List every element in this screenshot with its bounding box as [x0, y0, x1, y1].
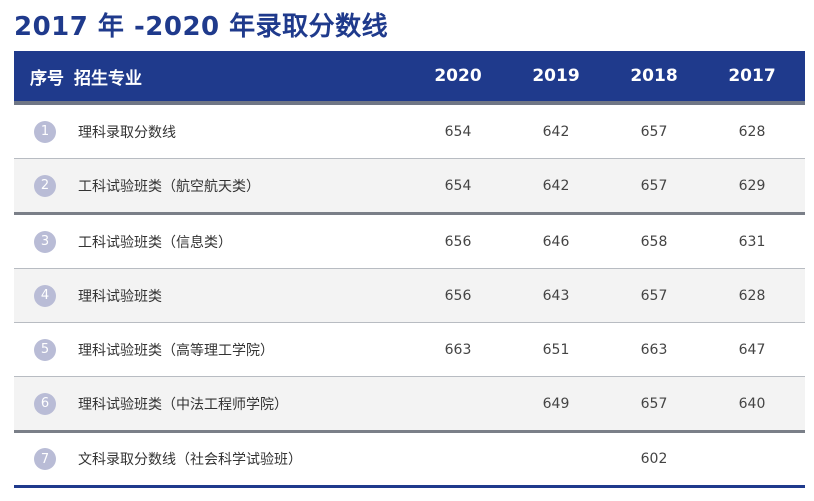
- row-index-badge: 2: [34, 174, 56, 197]
- row-major-name: 工科试验班类（信息类）: [78, 234, 232, 251]
- header-main: 序号 招生专业: [14, 64, 409, 89]
- table-header: 序号 招生专业 2020 2019 2018 2017: [14, 51, 805, 105]
- score-2017: 647: [738, 341, 766, 358]
- row-major-name: 理科试验班类（中法工程师学院）: [78, 396, 288, 413]
- row-index-badge: 5: [34, 338, 56, 361]
- row-main-cell: 6 理科试验班类（中法工程师学院）: [14, 392, 409, 415]
- score-2018: 663: [640, 341, 668, 358]
- header-year-2020: 2020: [434, 66, 482, 86]
- score-2017: 628: [738, 123, 766, 140]
- score-2018: 658: [640, 233, 668, 250]
- header-year-2017: 2017: [728, 66, 776, 86]
- score-2020: 656: [444, 233, 472, 250]
- table-row: 1 理科录取分数线 654 642 657 628: [14, 105, 805, 159]
- row-index-badge: 4: [34, 284, 56, 307]
- score-2018: 657: [640, 395, 668, 412]
- score-2020: 656: [444, 287, 472, 304]
- table-row: 3 工科试验班类（信息类） 656 646 658 631: [14, 215, 805, 269]
- score-2020: 654: [444, 123, 472, 140]
- row-major-name: 文科录取分数线（社会科学试验班）: [78, 452, 302, 468]
- score-2018: 657: [640, 287, 668, 304]
- row-main-cell: 7 文科录取分数线（社会科学试验班）: [14, 448, 409, 470]
- row-index-badge: 6: [34, 392, 56, 415]
- score-2017: 628: [738, 287, 766, 304]
- table-row: 7 文科录取分数线（社会科学试验班） 602: [14, 433, 805, 488]
- score-2019: 643: [542, 287, 570, 304]
- score-2017: 629: [738, 177, 766, 194]
- row-main-cell: 1 理科录取分数线: [14, 120, 409, 143]
- row-main-cell: 4 理科试验班类: [14, 284, 409, 307]
- page-title: 2017 年 -2020 年录取分数线: [14, 12, 389, 42]
- row-major-name: 理科试验班类: [78, 288, 162, 305]
- header-year-2018: 2018: [630, 66, 678, 86]
- row-major-name: 理科试验班类（高等理工学院）: [78, 342, 274, 359]
- row-index-badge: 1: [34, 120, 56, 143]
- score-2017: 631: [738, 233, 766, 250]
- header-major-label: 招生专业: [74, 68, 142, 89]
- score-2018: 657: [640, 177, 668, 194]
- row-main-cell: 2 工科试验班类（航空航天类）: [14, 174, 409, 197]
- score-2019: 649: [542, 395, 570, 412]
- table-row: 6 理科试验班类（中法工程师学院） 649 657 640: [14, 377, 805, 433]
- row-index-badge: 7: [34, 448, 56, 470]
- score-2019: 651: [542, 341, 570, 358]
- score-2019: 646: [542, 233, 570, 250]
- score-2018: 657: [640, 123, 668, 140]
- score-table: 序号 招生专业 2020 2019 2018 2017 1 理科录取分数线 654…: [14, 51, 805, 488]
- score-2017: 640: [738, 395, 766, 412]
- table-row: 5 理科试验班类（高等理工学院） 663 651 663 647: [14, 323, 805, 377]
- table-row: 4 理科试验班类 656 643 657 628: [14, 269, 805, 323]
- score-2018: 602: [640, 451, 668, 467]
- score-2019: 642: [542, 177, 570, 194]
- score-2020: 663: [444, 341, 472, 358]
- table-row: 2 工科试验班类（航空航天类） 654 642 657 629: [14, 159, 805, 215]
- row-major-name: 理科录取分数线: [78, 124, 176, 141]
- row-index-badge: 3: [34, 230, 56, 253]
- score-2019: 642: [542, 123, 570, 140]
- score-2020: 654: [444, 177, 472, 194]
- header-year-2019: 2019: [532, 66, 580, 86]
- header-index-label: 序号: [30, 68, 64, 89]
- row-main-cell: 3 工科试验班类（信息类）: [14, 230, 409, 253]
- row-major-name: 工科试验班类（航空航天类）: [78, 178, 260, 195]
- row-main-cell: 5 理科试验班类（高等理工学院）: [14, 338, 409, 361]
